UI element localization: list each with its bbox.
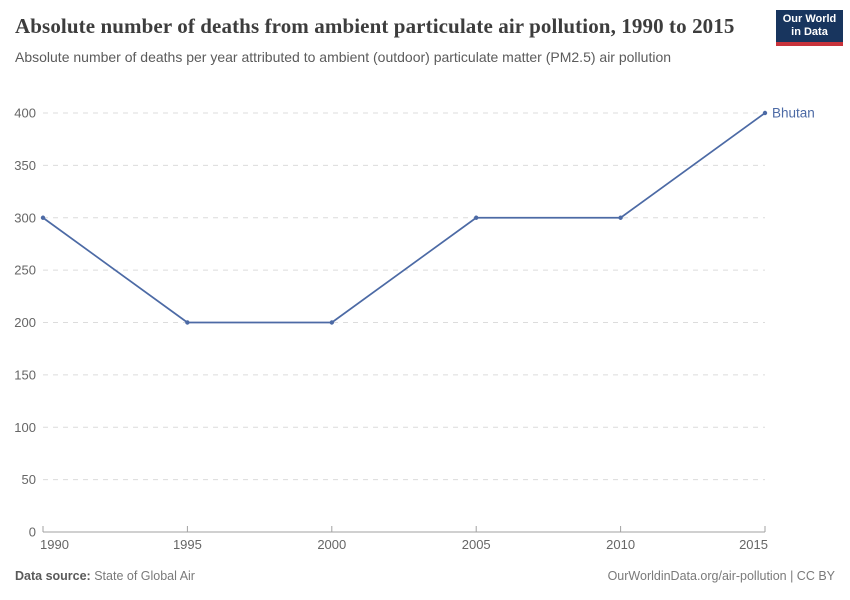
x-axis-tick-label: 2015 xyxy=(739,537,768,552)
x-axis-tick-label: 2000 xyxy=(317,537,346,552)
x-axis-tick-label: 1995 xyxy=(173,537,202,552)
y-axis-tick-label: 350 xyxy=(14,158,36,173)
data-source: Data source: State of Global Air xyxy=(15,569,195,583)
y-axis-tick-label: 400 xyxy=(14,106,36,121)
page-title: Absolute number of deaths from ambient p… xyxy=(15,14,735,38)
y-axis-tick-label: 300 xyxy=(14,210,36,225)
chart-header: Absolute number of deaths from ambient p… xyxy=(15,13,745,65)
owid-logo[interactable]: Our World in Data xyxy=(776,10,843,46)
data-point-2000[interactable] xyxy=(329,320,334,325)
data-source-label: Data source: xyxy=(15,569,91,583)
logo-line1: Our World xyxy=(782,13,837,26)
data-source-value: State of Global Air xyxy=(94,569,195,583)
chart-subtitle: Absolute number of deaths per year attri… xyxy=(15,48,672,65)
series-end-label[interactable]: Bhutan xyxy=(772,106,815,121)
y-axis-tick-label: 0 xyxy=(29,525,36,540)
series-line-bhutan[interactable] xyxy=(42,112,766,324)
chart-footer: Data source: State of Global Air OurWorl… xyxy=(15,569,835,583)
x-axis-tick-label: 1990 xyxy=(40,537,69,552)
logo-line2: in Data xyxy=(791,26,828,38)
x-axis-tick-label: 2005 xyxy=(462,537,491,552)
footer-link[interactable]: OurWorldinData.org/air-pollution | CC BY xyxy=(607,569,835,583)
y-axis-tick-label: 100 xyxy=(14,420,36,435)
line-chart: 0 50 100 150 200 250 300 350 400 1990 1995 2000 2005… xyxy=(14,106,815,553)
y-axis-tick-label: 250 xyxy=(14,263,36,278)
y-axis-tick-label: 200 xyxy=(14,315,36,330)
x-axis-tick-label: 2010 xyxy=(606,537,635,552)
data-point-1990[interactable] xyxy=(40,215,46,220)
data-point-2010[interactable] xyxy=(618,215,623,220)
data-point-2005[interactable] xyxy=(474,215,479,220)
data-point-1995[interactable] xyxy=(185,320,190,325)
y-axis-tick-label: 50 xyxy=(22,472,36,487)
y-axis-tick-label: 150 xyxy=(14,367,36,382)
data-point-2015[interactable] xyxy=(762,110,768,116)
